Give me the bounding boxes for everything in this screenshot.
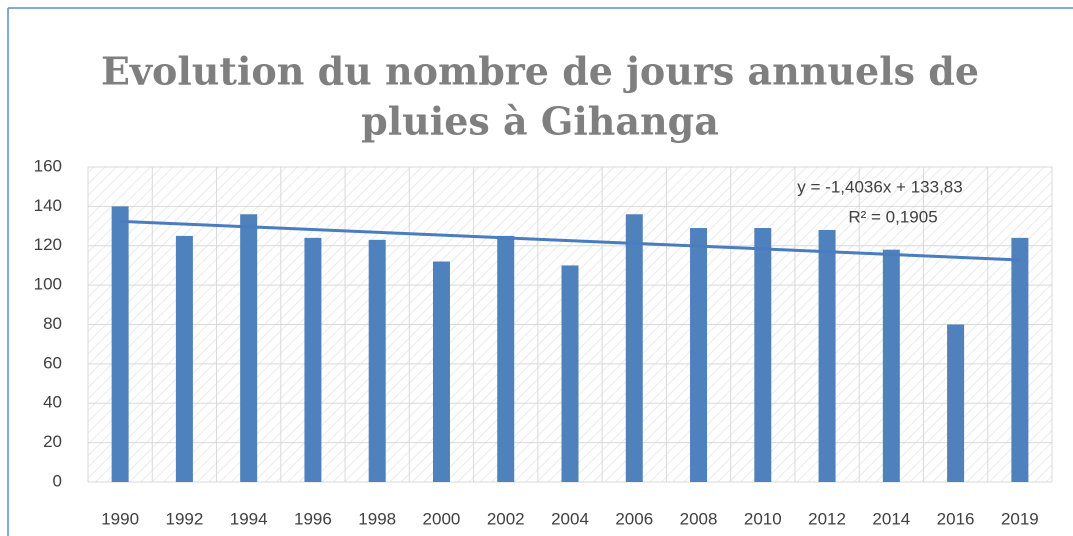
bar <box>1011 237 1029 482</box>
bar <box>240 214 258 482</box>
bar <box>625 214 643 482</box>
y-tick-label: 40 <box>43 393 62 412</box>
x-tick-label: 1994 <box>230 509 268 528</box>
bar <box>561 265 579 482</box>
bar <box>304 237 322 482</box>
x-tick-label: 2000 <box>423 509 461 528</box>
chart-title: pluies à Gihanga <box>361 99 719 144</box>
y-tick-label: 140 <box>34 196 62 215</box>
x-tick-label: 2004 <box>551 509 589 528</box>
y-tick-label: 20 <box>43 432 62 451</box>
bar <box>368 239 386 482</box>
x-tick-label: 2006 <box>615 509 653 528</box>
x-tick-label: 2019 <box>1001 509 1039 528</box>
bar <box>818 230 836 482</box>
bar <box>432 261 450 482</box>
chart-title: Evolution du nombre de jours annuels de <box>101 49 979 94</box>
x-tick-label: 2012 <box>808 509 846 528</box>
y-tick-label: 80 <box>43 314 62 333</box>
bar <box>690 228 708 482</box>
bar <box>175 235 193 482</box>
x-tick-label: 2008 <box>680 509 718 528</box>
x-tick-label: 2016 <box>937 509 975 528</box>
bar <box>111 206 129 482</box>
x-tick-label: 2010 <box>744 509 782 528</box>
y-tick-label: 160 <box>34 156 62 175</box>
x-tick-label: 1998 <box>358 509 396 528</box>
bar <box>754 228 772 482</box>
x-tick-label: 1990 <box>101 509 139 528</box>
trendline <box>120 219 1020 262</box>
bar <box>497 235 515 482</box>
trendline-r2: R² = 0,1905 <box>848 207 937 226</box>
y-tick-label: 0 <box>53 471 62 490</box>
bar <box>947 324 965 482</box>
bar <box>882 249 900 482</box>
x-tick-label: 2002 <box>487 509 525 528</box>
y-tick-label: 120 <box>34 235 62 254</box>
x-tick-label: 2014 <box>872 509 910 528</box>
x-tick-label: 1996 <box>294 509 332 528</box>
y-tick-label: 100 <box>34 275 62 294</box>
trendline-equation: y = -1,4036x + 133,83 <box>797 177 962 196</box>
x-tick-label: 1992 <box>165 509 203 528</box>
y-tick-label: 60 <box>43 353 62 372</box>
